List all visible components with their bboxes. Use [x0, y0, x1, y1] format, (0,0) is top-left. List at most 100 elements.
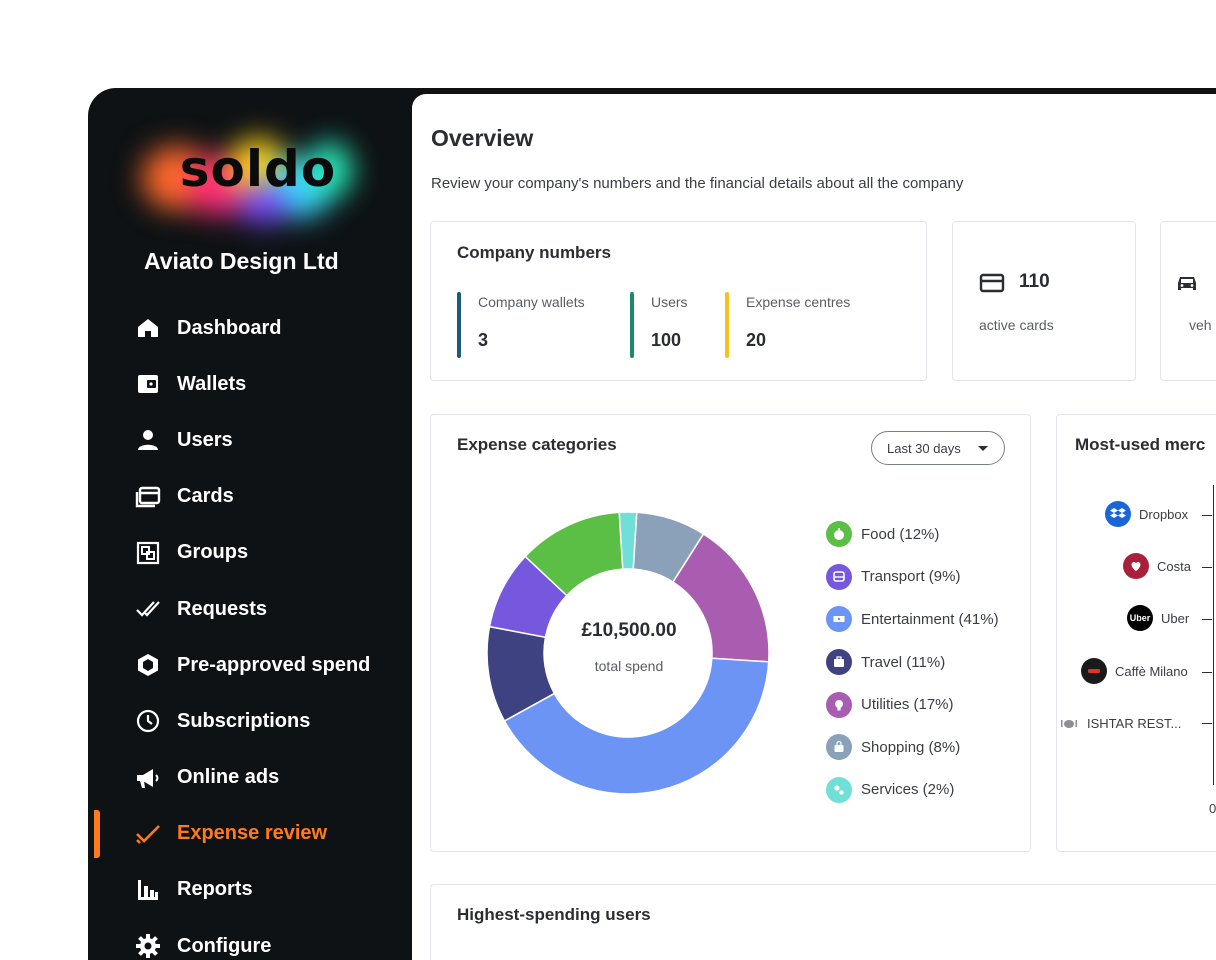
stat-expense-centres: Expense centres 20: [725, 292, 850, 358]
page-subtitle: Review your company's numbers and the fi…: [431, 175, 964, 192]
sidebar-item-users[interactable]: Users: [88, 412, 412, 468]
clock-icon: [134, 707, 162, 735]
sidebar-item-label: Expense review: [177, 822, 328, 845]
costa-icon: [1123, 553, 1149, 579]
stat-accent-bar: [457, 292, 461, 358]
donut-slice-food[interactable]: [524, 511, 624, 597]
card-title: Expense categories: [457, 435, 617, 454]
car-icon: [1175, 272, 1199, 299]
sidebar-item-label: Subscriptions: [177, 709, 311, 732]
bar-chart-icon: [134, 876, 162, 904]
sidebar-item-configure[interactable]: Configure: [88, 918, 412, 960]
expense-categories-card: Expense categories Last 30 days £10,500.…: [430, 414, 1031, 852]
legend-label: Utilities (17%): [861, 696, 954, 714]
page-title: Overview: [431, 125, 534, 151]
company-name: Aviato Design Ltd: [144, 248, 339, 274]
logo-text: soldo: [179, 140, 337, 198]
groups-icon: [134, 539, 162, 567]
merchant-uber[interactable]: Uber Uber: [1127, 605, 1189, 631]
merchant-name: ISHTAR REST...: [1087, 715, 1182, 731]
sidebar-item-reports[interactable]: Reports: [88, 862, 412, 918]
sidebar-item-label: Groups: [177, 541, 249, 564]
donut-slice-entertainment[interactable]: [503, 657, 770, 795]
sidebar-item-expense-review[interactable]: Expense review: [88, 806, 412, 862]
stat-accent-bar: [630, 292, 634, 358]
active-cards-card[interactable]: 110 active cards: [952, 221, 1136, 381]
merchant-name: Dropbox: [1139, 506, 1189, 522]
sidebar-item-label: Requests: [177, 597, 268, 620]
legend-label: Food (12%): [861, 525, 940, 543]
sidebar-item-label: Users: [177, 428, 233, 451]
sidebar-item-requests[interactable]: Requests: [88, 581, 412, 637]
legend-label: Travel (11%): [861, 653, 946, 671]
active-cards-label: active cards: [979, 317, 1054, 333]
sidebar-item-pre-approved-spend[interactable]: Pre-approved spend: [88, 637, 412, 693]
sidebar-item-dashboard[interactable]: Dashboard: [88, 300, 412, 356]
sidebar-item-wallets[interactable]: Wallets: [88, 356, 412, 412]
date-range-value: Last 30 days: [887, 440, 961, 456]
legend-item[interactable]: Entertainment (41%): [826, 598, 999, 641]
restaurant-icon: [1059, 710, 1079, 736]
chart-legend: Food (12%) Transport (9%) Entertainment …: [826, 513, 999, 811]
axis-start-label: 0: [1209, 801, 1216, 816]
bag-icon: [826, 734, 852, 761]
merchant-dropbox[interactable]: Dropbox: [1105, 501, 1188, 527]
lightbulb-icon: [826, 691, 852, 718]
double-check-icon: [134, 595, 162, 623]
legend-item[interactable]: Utilities (17%): [826, 683, 999, 726]
legend-item[interactable]: Travel (11%): [826, 641, 999, 684]
merchant-costa[interactable]: Costa: [1123, 553, 1191, 579]
sidebar-item-label: Cards: [177, 485, 234, 508]
sidebar-item-label: Configure: [177, 934, 272, 957]
axis-tick: [1202, 515, 1212, 516]
stat-value: 3: [478, 330, 489, 350]
vehicles-label: veh: [1189, 317, 1212, 333]
total-spend-value: £10,500.00: [581, 620, 677, 641]
chart-axis: [1213, 485, 1214, 785]
legend-label: Services (2%): [861, 781, 955, 799]
sidebar-item-label: Pre-approved spend: [177, 653, 371, 676]
apple-icon: [826, 521, 852, 548]
axis-tick: [1202, 723, 1212, 724]
axis-tick: [1202, 672, 1212, 673]
stat-value: 100: [651, 330, 682, 350]
stat-company-wallets: Company wallets 3: [457, 292, 585, 358]
sidebar-item-groups[interactable]: Groups: [88, 525, 412, 581]
legend-item[interactable]: Shopping (8%): [826, 726, 999, 769]
total-spend-label: total spend: [594, 658, 664, 674]
card-icon: [979, 272, 1005, 299]
dropbox-icon: [1105, 501, 1131, 527]
most-used-merchants-card: Most-used merc Dropbox Costa Uber Uber C…: [1056, 414, 1216, 852]
stat-label: Users: [651, 294, 688, 310]
ticket-icon: [826, 606, 852, 633]
card-title: Most-used merc: [1075, 435, 1206, 454]
merchant-name: Caffè Milano: [1115, 663, 1188, 679]
legend-item[interactable]: Transport (9%): [826, 556, 999, 599]
suitcase-icon: [826, 649, 852, 676]
gear-icon: [134, 932, 162, 960]
main-panel: Overview Review your company's numbers a…: [412, 94, 1216, 960]
sidebar-item-label: Wallets: [177, 372, 247, 395]
bus-icon: [826, 563, 852, 590]
stat-label: Expense centres: [746, 294, 851, 310]
legend-item[interactable]: Food (12%): [826, 513, 999, 556]
sidebar-nav: Dashboard Wallets Users Cards Groups: [88, 300, 412, 960]
legend-item[interactable]: Services (2%): [826, 769, 999, 812]
merchant-ishtar[interactable]: ISHTAR REST...: [1059, 710, 1181, 736]
check-icon: [134, 820, 162, 848]
sidebar-item-label: Dashboard: [177, 316, 282, 339]
date-range-select[interactable]: Last 30 days: [871, 431, 1005, 465]
chevron-down-icon: [978, 446, 988, 451]
merchant-name: Costa: [1157, 558, 1191, 574]
user-icon: [134, 426, 162, 454]
legend-label: Shopping (8%): [861, 738, 961, 756]
hexagon-icon: [134, 651, 162, 679]
sidebar-item-online-ads[interactable]: Online ads: [88, 750, 412, 806]
vehicles-card[interactable]: veh: [1160, 221, 1216, 381]
logo[interactable]: soldo: [128, 128, 360, 228]
sidebar-item-subscriptions[interactable]: Subscriptions: [88, 693, 412, 749]
merchant-caffe-milano[interactable]: Caffè Milano: [1081, 658, 1188, 684]
logo-glow: [128, 128, 360, 228]
uber-icon: Uber: [1127, 605, 1153, 631]
sidebar-item-cards[interactable]: Cards: [88, 469, 412, 525]
